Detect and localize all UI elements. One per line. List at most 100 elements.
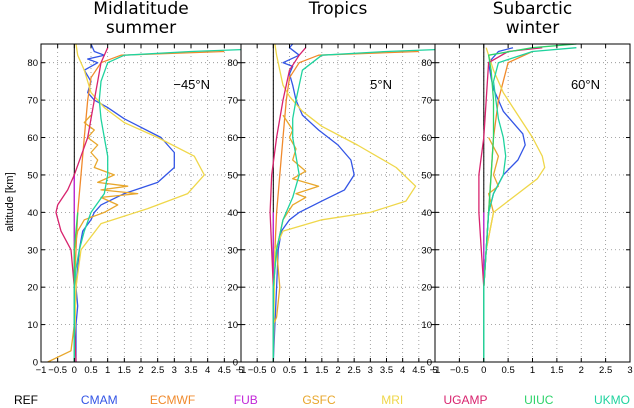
series-line-uiuc [483, 43, 577, 362]
x-tick-label: 3 [627, 365, 632, 376]
x-tick-label: −0.5 [450, 365, 469, 376]
series-line-ecmwf [483, 50, 533, 362]
plot-frame [40, 43, 242, 363]
series-line-cmam [75, 43, 175, 362]
series-line-ukmo [272, 48, 436, 362]
legend-item-gsfc: GSFC [302, 393, 336, 407]
x-tick-label: 4.5 [412, 365, 425, 376]
y-tick-label: 50 [421, 170, 432, 181]
x-tick-label: 5 [238, 365, 243, 376]
x-tick-label: 0 [481, 365, 486, 376]
latitude-annotation: 60°N [571, 77, 600, 92]
x-tick-label: 2.5 [348, 365, 361, 376]
x-tick-label: −0.5 [248, 365, 267, 376]
y-tick-label: 30 [421, 245, 432, 256]
x-tick-label: 2 [138, 365, 143, 376]
y-tick-label: 40 [27, 208, 38, 219]
y-tick-label: 30 [227, 245, 238, 256]
y-tick-label: 40 [227, 208, 238, 219]
panel-2: −1 −0.5 0 0.5 1 1.5 2 2.5 3 3.5 4 4.5 50102030405060… [227, 0, 437, 376]
x-tick-label: −1 [236, 365, 247, 376]
legend-item-mri: MRI [381, 393, 403, 407]
y-tick-label: 70 [27, 96, 38, 107]
x-tick-label: 0.5 [502, 365, 515, 376]
x-tick-label: 2.5 [599, 365, 612, 376]
y-tick-label: 0 [427, 358, 432, 369]
legend-item-cmam: CMAM [81, 393, 118, 407]
y-tick-label: 10 [421, 320, 432, 331]
series-line-ukmo [483, 47, 577, 362]
x-tick-label: −1 [430, 365, 441, 376]
series-line-mri [272, 43, 417, 363]
y-tick-label: 60 [421, 133, 432, 144]
y-tick-label: 60 [227, 133, 238, 144]
x-tick-label: 2 [335, 365, 340, 376]
grid [40, 44, 242, 363]
latitude-annotation: −45°N [173, 77, 210, 92]
series-line-ecmwf [73, 50, 225, 362]
x-tick-label: 4 [400, 365, 405, 376]
y-tick-label: 10 [27, 320, 38, 331]
legend-item-ugamp: UGAMP [443, 393, 487, 407]
legend-item-fub: FUB [234, 393, 258, 407]
series-line-ugamp [55, 47, 109, 363]
x-tick-label: 0 [72, 365, 77, 376]
panel-title: Subarctic [493, 0, 572, 19]
x-tick-label: 1.5 [550, 365, 563, 376]
x-tick-label: 3.5 [184, 365, 197, 376]
y-tick-label: 0 [233, 358, 238, 369]
latitude-annotation: 5°N [370, 77, 392, 92]
y-tick-label: 80 [27, 58, 38, 69]
x-tick-label: −0.5 [48, 365, 67, 376]
y-tick-label: 10 [227, 320, 238, 331]
y-tick-label: 80 [421, 58, 432, 69]
x-tick-label: 1 [303, 365, 308, 376]
panel-3: −1 −0.5 0 0.5 1 1.5 2 2.5 301020304050607080Suba… [421, 0, 632, 376]
y-tick-label: 30 [27, 245, 38, 256]
series-line-cmam [272, 43, 355, 363]
legend-item-uiuc: UIUC [524, 393, 554, 407]
x-tick-label: 1 [105, 365, 110, 376]
x-tick-label: −1 [36, 365, 47, 376]
x-tick-label: 1.5 [315, 365, 328, 376]
x-tick-label: 1 [530, 365, 535, 376]
legend-item-ukmo: UKMO [594, 393, 630, 407]
x-tick-label: 4 [205, 365, 210, 376]
y-tick-label: 20 [27, 283, 38, 294]
y-tick-label: 0 [33, 358, 38, 369]
x-tick-label: 0.5 [84, 365, 97, 376]
y-axis-label: altitude [km] [4, 172, 16, 231]
y-tick-label: 40 [421, 208, 432, 219]
y-tick-label: 20 [421, 283, 432, 294]
plot-frame [434, 43, 631, 363]
series-line-mri [73, 43, 205, 363]
series-line-mri [483, 47, 546, 362]
x-tick-label: 1.5 [118, 365, 131, 376]
legend-item-ecmwf: ECMWF [150, 393, 195, 407]
panel-title: summer [106, 18, 176, 38]
x-tick-label: 3.5 [380, 365, 393, 376]
y-tick-label: 20 [227, 283, 238, 294]
x-tick-label: 2.5 [151, 365, 164, 376]
y-tick-label: 70 [421, 96, 432, 107]
panel-title: winter [506, 18, 560, 38]
x-tick-label: 0 [271, 365, 276, 376]
panel-title: Tropics [308, 0, 368, 19]
y-tick-label: 50 [227, 170, 238, 181]
x-tick-label: 3 [172, 365, 177, 376]
panel-title: Midlatitude [93, 0, 188, 19]
y-tick-label: 80 [227, 58, 238, 69]
panel-1: −1 −0.5 0 0.5 1 1.5 2 2.5 3 3.5 4 4.5 50102030405060… [27, 0, 243, 376]
grid [434, 44, 631, 363]
x-tick-label: 2 [579, 365, 584, 376]
legend-item-ref: REF [14, 393, 38, 407]
x-tick-label: 4.5 [218, 365, 231, 376]
legend: REF CMAM ECMWF FUB GSFC MRI UGAMP UIUC UKMO [14, 393, 630, 407]
x-tick-label: 3 [368, 365, 373, 376]
x-tick-label: 5 [432, 365, 437, 376]
y-tick-label: 70 [227, 96, 238, 107]
x-tick-label: 0.5 [283, 365, 296, 376]
y-tick-label: 60 [27, 133, 38, 144]
series-line-ukmo [73, 48, 242, 362]
